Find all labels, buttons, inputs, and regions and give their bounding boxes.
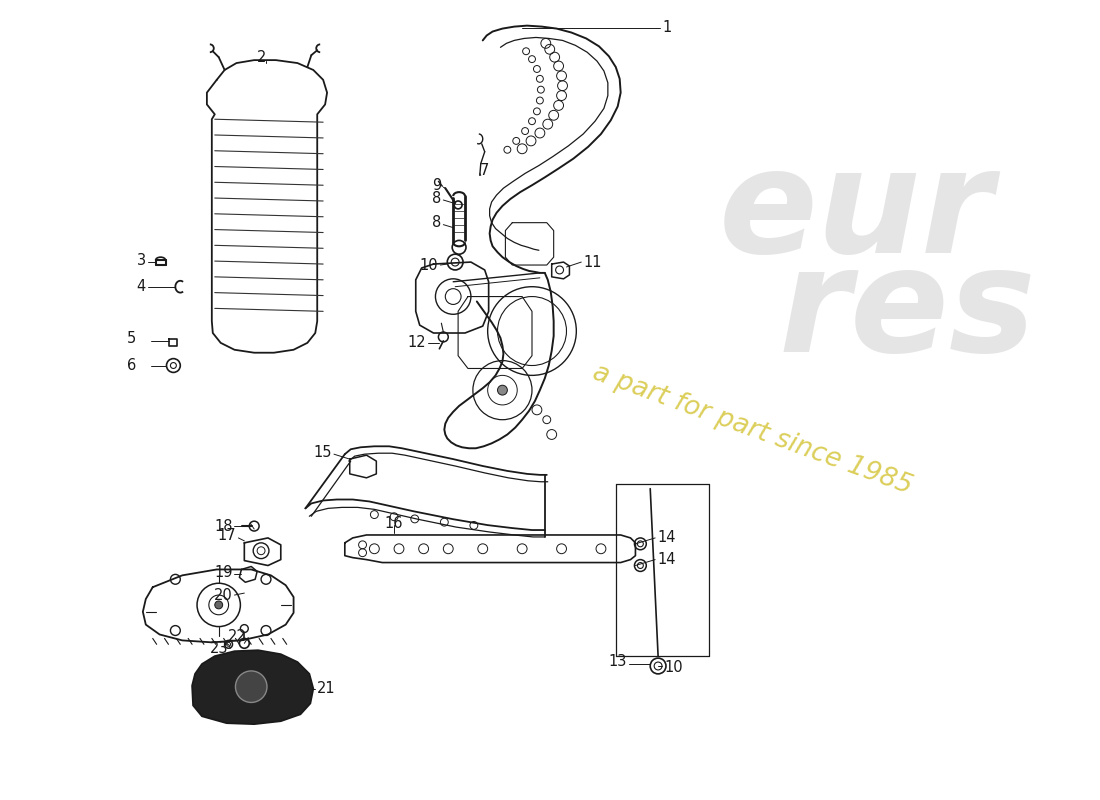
Text: 9: 9 bbox=[432, 178, 441, 193]
Text: 14: 14 bbox=[657, 552, 675, 567]
Text: 8: 8 bbox=[432, 215, 441, 230]
Text: 2: 2 bbox=[256, 50, 266, 65]
Text: 20: 20 bbox=[213, 587, 232, 602]
Text: 16: 16 bbox=[385, 516, 404, 530]
Text: 19: 19 bbox=[214, 565, 232, 580]
Text: 5: 5 bbox=[128, 331, 146, 346]
Text: 3: 3 bbox=[136, 253, 146, 268]
Text: 15: 15 bbox=[314, 445, 332, 460]
Text: 17: 17 bbox=[218, 529, 236, 543]
Text: 7: 7 bbox=[480, 163, 490, 178]
Text: eur: eur bbox=[719, 142, 994, 283]
Polygon shape bbox=[192, 650, 314, 724]
Circle shape bbox=[497, 386, 507, 395]
Circle shape bbox=[214, 601, 222, 609]
Text: res: res bbox=[779, 241, 1036, 382]
Text: 11: 11 bbox=[583, 254, 602, 270]
Text: 18: 18 bbox=[214, 518, 232, 534]
Text: 6: 6 bbox=[128, 358, 146, 373]
Text: a part for part since 1985: a part for part since 1985 bbox=[590, 359, 916, 499]
Text: 21: 21 bbox=[317, 681, 336, 696]
Text: 23: 23 bbox=[210, 641, 229, 656]
Text: 4: 4 bbox=[136, 279, 146, 294]
Text: 10: 10 bbox=[664, 661, 683, 675]
Text: 13: 13 bbox=[608, 654, 627, 669]
Text: 12: 12 bbox=[407, 335, 426, 350]
Text: 14: 14 bbox=[657, 530, 675, 546]
Text: 1: 1 bbox=[662, 20, 671, 35]
Circle shape bbox=[235, 671, 267, 702]
Text: 22: 22 bbox=[228, 629, 246, 644]
Text: 10: 10 bbox=[420, 258, 439, 273]
Text: 8: 8 bbox=[432, 190, 441, 206]
